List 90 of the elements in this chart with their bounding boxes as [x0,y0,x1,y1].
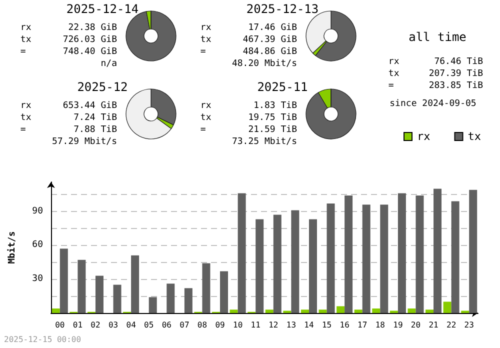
text: = 748.40 GiB [20,47,117,57]
x-tick-label: 10 [232,320,243,330]
text: rx 17.46 GiB [200,23,297,33]
x-tick-label: 01 [72,320,83,330]
x-tick-label: 05 [144,320,154,330]
chart-title: 2025-12-14 [65,2,140,16]
text: since 2024-09-05 [390,98,476,110]
bar [220,271,228,313]
y-tick-label: 30 [32,274,43,284]
x-tick-label: 21 [428,320,439,330]
x-tick-label: 09 [215,320,226,330]
x-tick-label: 18 [375,320,386,330]
x-tick-label: 07 [180,320,190,330]
bar [300,310,309,313]
text: rx 22.38 GiB [20,23,117,33]
text: tx 726.03 GiB [20,35,117,45]
bar [398,193,406,313]
bar [113,284,122,313]
bar [95,276,104,313]
chart-title: 2025-12-13 [245,2,320,16]
x-tick-label: 13 [286,320,296,330]
bar [291,210,300,313]
bar [256,219,264,313]
x-tick-label: 14 [304,320,314,330]
bar [434,188,442,313]
x-tick-label: 02 [90,320,100,330]
bar [372,308,380,313]
bar [308,219,317,313]
text: rx 653.44 GiB [20,101,117,111]
chart-title: 2025-11 [256,80,309,94]
text: rx 1.83 TiB [200,101,297,111]
bar [443,302,452,313]
x-tick-label: 17 [358,320,368,330]
bar [265,310,274,313]
bar [238,193,246,313]
x-tick-label: 22 [446,320,456,330]
bar [184,288,192,313]
x-tick-label: 12 [268,320,278,330]
bar [78,260,86,313]
y-tick-label: 90 [32,206,43,216]
bar [416,196,424,313]
x-tick-label: 04 [126,320,136,330]
bar [148,297,157,313]
text: 2025-12-15 00:00 [4,335,82,344]
text: rx 76.46 TiB [388,57,483,67]
bar [354,310,362,313]
text: = 283.85 TiB [388,81,483,91]
x-tick-label: 23 [464,320,474,330]
x-tick-label: 08 [197,320,208,330]
bar [52,308,60,313]
text: = 484.86 GiB [200,47,297,57]
bar [344,196,353,313]
bar [273,214,282,313]
legend-label: tx [468,130,482,143]
text: tx 7.24 TiB [20,113,117,123]
bar [230,310,238,313]
bar [362,204,370,313]
legend-label: rx [417,130,431,143]
bar [336,306,345,313]
bar [426,310,434,313]
text: 57.29 Mbit/s [52,136,117,148]
text: tx 207.39 TiB [388,69,483,79]
text: n/a [100,58,117,70]
text: tx 19.75 TiB [200,113,297,123]
bar [451,201,460,313]
x-tick-label: 11 [250,320,261,330]
x-tick-label: 06 [162,320,172,330]
text: all time [408,30,468,44]
x-tick-label: 20 [410,320,421,330]
y-tick-label: 60 [32,240,43,250]
text: = 7.88 TiB [20,125,117,135]
bar [408,308,416,313]
bar [318,310,327,313]
x-tick-label: 00 [55,320,65,330]
bar [60,248,68,313]
text: tx 467.39 GiB [200,35,297,45]
bar [202,263,210,313]
text: 73.25 Mbit/s [232,136,297,148]
x-tick-label: 19 [393,320,403,330]
x-tick-label: 16 [340,320,350,330]
bar [326,203,335,313]
y-axis-title: Mbit/s [6,231,18,264]
text: = 21.59 TiB [200,125,297,135]
chart-title: 2025-12 [76,80,129,94]
text: 48.20 Mbit/s [232,58,297,70]
bar [380,204,388,313]
bar [131,255,140,313]
bar [166,284,175,313]
x-tick-label: 03 [108,320,118,330]
x-tick-label: 15 [322,320,332,330]
